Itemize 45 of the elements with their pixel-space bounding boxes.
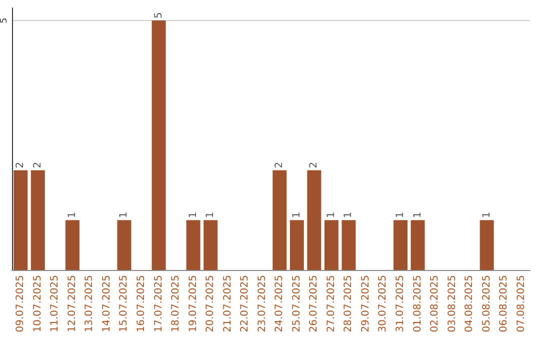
data-label: 2 [274,162,286,168]
x-tick-label: 02.08.2025 [430,275,441,332]
x-tick-label: 20.07.2025 [205,275,216,332]
x-tick-label: 28.07.2025 [343,275,354,332]
data-label: 2 [308,162,320,168]
x-tick-label: 22.07.2025 [240,275,251,332]
data-label: 1 [118,212,130,218]
x-tick-label: 24.07.2025 [274,275,286,332]
x-tick-label: 07.08.2025 [516,275,527,332]
x-tick-label: 01.08.2025 [412,275,424,332]
data-label: 1 [481,212,492,218]
data-label: 1 [343,212,354,218]
data-label: 1 [291,212,302,218]
data-label: 2 [15,162,26,168]
x-tick-label: 04.08.2025 [464,275,476,332]
x-tick-label: 15.07.2025 [118,275,130,332]
x-tick-label: 03.08.2025 [446,275,458,332]
data-label: 5 [153,12,164,18]
x-tick-label: 27.07.2025 [326,275,337,332]
x-tick-label: 13.07.2025 [84,275,96,332]
data-label: 1 [395,212,406,218]
x-tick-label: 19.07.2025 [188,275,199,332]
data-label: 1 [326,212,337,218]
data-label: 1 [188,212,199,218]
x-tick-label: 05.08.2025 [481,275,492,332]
x-tick-label: 26.07.2025 [308,275,320,332]
data-label: 2 [32,162,44,168]
x-tick-label: 30.07.2025 [378,275,389,332]
x-tick-label: 25.07.2025 [291,275,302,332]
x-tick-label: 09.07.2025 [15,275,26,332]
x-tick-label: 16.07.2025 [136,275,147,332]
data-label: 1 [205,212,216,218]
x-tick-label: 10.07.2025 [32,275,44,332]
x-tick-label: 21.07.2025 [222,275,234,332]
x-tick-label: 14.07.2025 [101,275,112,332]
x-tick-label: 17.07.2025 [153,275,164,332]
x-tick-label: 23.07.2025 [256,275,268,332]
x-tick-label: 31.07.2025 [395,275,406,332]
data-label: 1 [412,212,424,218]
x-tick-label: 18.07.2025 [170,275,182,332]
data-label: 1 [66,212,78,218]
x-tick-label: 06.08.2025 [498,275,510,332]
x-tick-label: 29.07.2025 [360,275,372,332]
x-tick-label: 11.07.2025 [50,275,61,332]
x-tick-label: 12.07.2025 [66,275,78,332]
